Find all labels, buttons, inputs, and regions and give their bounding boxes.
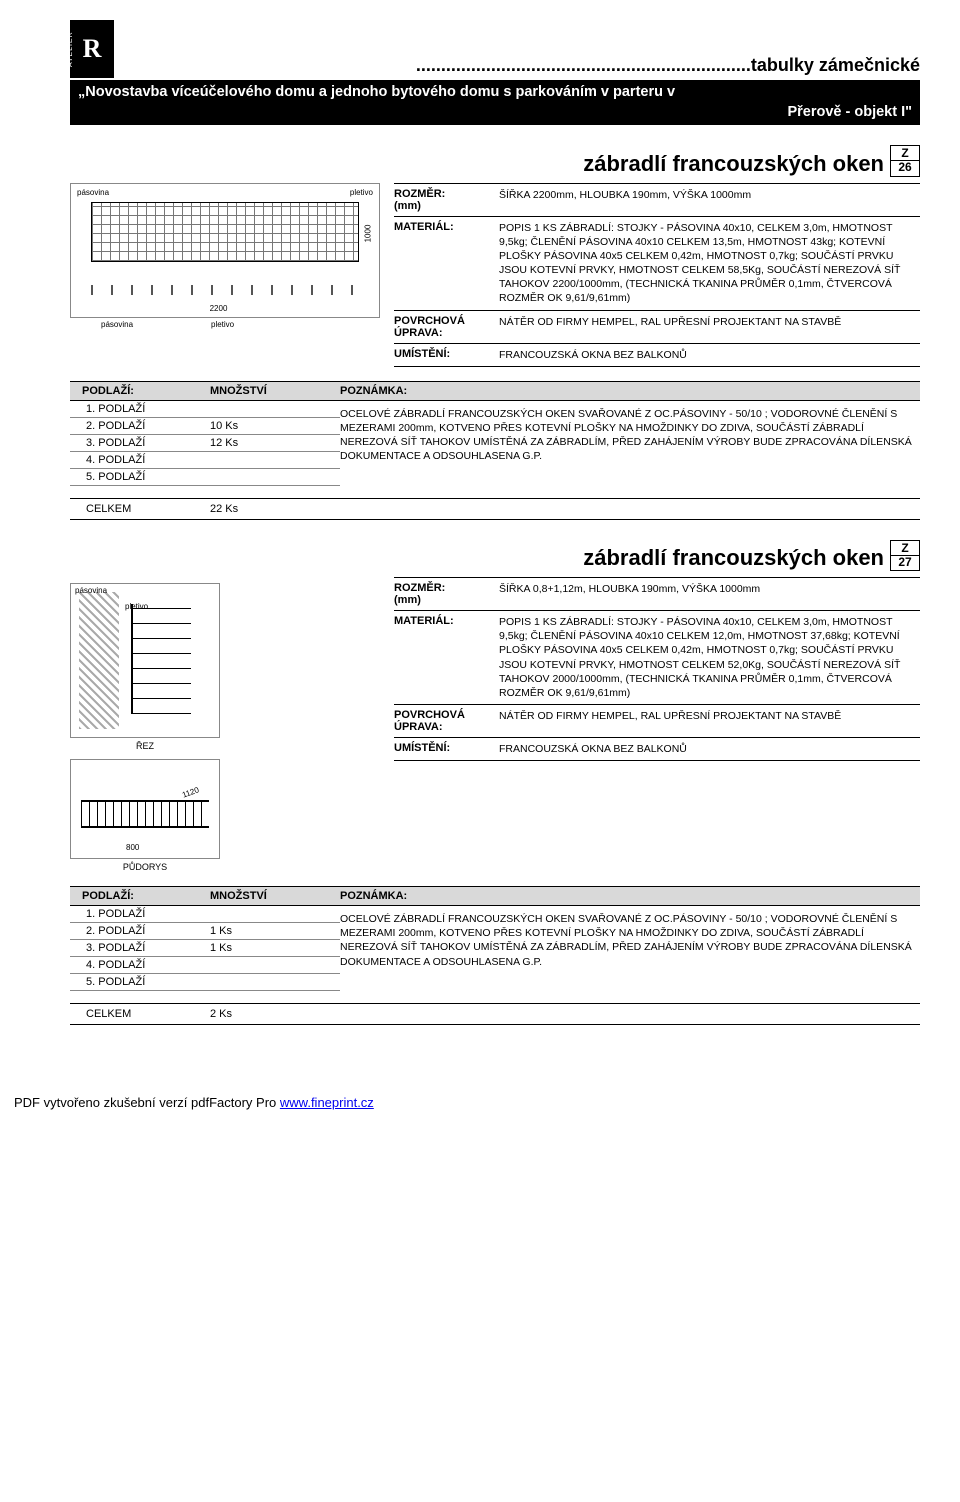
cell-floor: 5. PODLAŽÍ xyxy=(70,471,210,483)
total-label: CELKEM xyxy=(70,1008,210,1020)
table-row: 3. PODLAŽÍ12 Ks xyxy=(70,435,340,452)
value-material: POPIS 1 KS ZÁBRADLÍ: STOJKY - PÁSOVINA 4… xyxy=(499,221,920,306)
th-qty: MNOŽSTVÍ xyxy=(210,890,340,902)
footer-link[interactable]: www.fineprint.cz xyxy=(280,1095,374,1110)
value-povrch: NÁTĚR OD FIRMY HEMPEL, RAL UPŘESNÍ PROJE… xyxy=(499,315,920,329)
drawing-column: pásovina pletivo 1000 2200 pásovina plet… xyxy=(70,183,380,367)
project-title-bar: „Novostavba víceúčelového domu a jednoho… xyxy=(70,80,920,125)
total-qty: 22 Ks xyxy=(210,503,340,515)
item-title: zábradlí francouzských oken xyxy=(583,151,884,177)
note-text: OCELOVÉ ZÁBRADLÍ FRANCOUZSKÝCH OKEN SVAŘ… xyxy=(340,401,920,486)
plan-drawing: 800 1120 xyxy=(70,759,220,859)
th-floor: PODLAŽÍ: xyxy=(70,890,210,902)
cell-floor: 1. PODLAŽÍ xyxy=(70,403,210,415)
section-drawing: pásovina pletivo xyxy=(70,583,220,738)
project-line2: Přerově - objekt I" xyxy=(78,103,912,123)
label-pudorys: PŮDORYS xyxy=(70,862,220,872)
table-row: 3. PODLAŽÍ1 Ks xyxy=(70,940,340,957)
elevation-drawing: pásovina pletivo 1000 2200 pásovina plet… xyxy=(70,183,380,318)
spec-column: ROZMĚR:(mm) ŠÍŘKA 0,8+1,12m, HLOUBKA 190… xyxy=(394,577,920,872)
cell-qty: 1 Ks xyxy=(210,942,340,954)
item-badge: Z 26 xyxy=(890,145,920,176)
label-rozmer: ROZMĚR:(mm) xyxy=(394,582,499,606)
table-row: 4. PODLAŽÍ xyxy=(70,957,340,974)
label-umisteni: UMÍSTĚNÍ: xyxy=(394,348,499,360)
value-material: POPIS 1 KS ZÁBRADLÍ: STOJKY - PÁSOVINA 4… xyxy=(499,615,920,700)
table-row: 1. PODLAŽÍ xyxy=(70,401,340,418)
cell-floor: 4. PODLAŽÍ xyxy=(70,454,210,466)
table-row: 5. PODLAŽÍ xyxy=(70,469,340,486)
label-umisteni: UMÍSTĚNÍ: xyxy=(394,742,499,754)
th-note: POZNÁMKA: xyxy=(340,890,920,902)
value-rozmer: ŠÍŘKA 2200mm, HLOUBKA 190mm, VÝŠKA 1000m… xyxy=(499,188,920,202)
th-floor: PODLAŽÍ: xyxy=(70,385,210,397)
cell-floor: 4. PODLAŽÍ xyxy=(70,959,210,971)
label-povrch: POVRCHOVÁ ÚPRAVA: xyxy=(394,709,499,733)
cell-qty xyxy=(210,959,340,971)
table-row: 2. PODLAŽÍ10 Ks xyxy=(70,418,340,435)
project-line1: „Novostavba víceúčelového domu a jednoho… xyxy=(78,84,675,100)
item-title: zábradlí francouzských oken xyxy=(583,545,884,571)
table-row: 1. PODLAŽÍ xyxy=(70,906,340,923)
label-povrch: POVRCHOVÁ ÚPRAVA: xyxy=(394,315,499,339)
footer-text: PDF vytvořeno zkušební verzí pdfFactory … xyxy=(14,1095,280,1110)
label-material: MATERIÁL: xyxy=(394,615,499,627)
item-26: zábradlí francouzských oken Z 26 pásovin… xyxy=(70,145,920,520)
cell-qty xyxy=(210,976,340,988)
cell-qty: 10 Ks xyxy=(210,420,340,432)
cell-floor: 3. PODLAŽÍ xyxy=(70,942,210,954)
value-umisteni: FRANCOUZSKÁ OKNA BEZ BALKONŮ xyxy=(499,742,920,756)
table-row: 4. PODLAŽÍ xyxy=(70,452,340,469)
cell-qty: 12 Ks xyxy=(210,437,340,449)
label-rez: ŘEZ xyxy=(70,741,220,751)
table-row: 2. PODLAŽÍ1 Ks xyxy=(70,923,340,940)
cell-qty xyxy=(210,908,340,920)
floor-rows-26: 1. PODLAŽÍ2. PODLAŽÍ10 Ks3. PODLAŽÍ12 Ks… xyxy=(70,401,340,486)
header-top: ATELIER R ..............................… xyxy=(70,20,920,78)
item-27: zábradlí francouzských oken Z 27 pásovin… xyxy=(70,540,920,1025)
cell-qty xyxy=(210,403,340,415)
pdf-footer: PDF vytvořeno zkušební verzí pdfFactory … xyxy=(0,1095,960,1120)
total-label: CELKEM xyxy=(70,503,210,515)
th-note: POZNÁMKA: xyxy=(340,385,920,397)
cell-floor: 2. PODLAŽÍ xyxy=(70,925,210,937)
drawing-column: pásovina pletivo ŘEZ 800 1120 PŮDORYS xyxy=(70,577,380,872)
value-umisteni: FRANCOUZSKÁ OKNA BEZ BALKONŮ xyxy=(499,348,920,362)
value-povrch: NÁTĚR OD FIRMY HEMPEL, RAL UPŘESNÍ PROJE… xyxy=(499,709,920,723)
item-badge: Z 27 xyxy=(890,540,920,571)
value-rozmer: ŠÍŘKA 0,8+1,12m, HLOUBKA 190mm, VÝŠKA 10… xyxy=(499,582,920,596)
page-title-dots: ........................................… xyxy=(124,55,920,78)
cell-floor: 3. PODLAŽÍ xyxy=(70,437,210,449)
floor-rows-27: 1. PODLAŽÍ2. PODLAŽÍ1 Ks3. PODLAŽÍ1 Ks4.… xyxy=(70,906,340,991)
logo-side-text: ATELIER xyxy=(67,22,89,76)
floor-table: PODLAŽÍ: MNOŽSTVÍ POZNÁMKA: 1. PODLAŽÍ 2.… xyxy=(70,886,920,1025)
label-rozmer: ROZMĚR:(mm) xyxy=(394,188,499,212)
cell-floor: 2. PODLAŽÍ xyxy=(70,420,210,432)
cell-floor: 5. PODLAŽÍ xyxy=(70,976,210,988)
spec-column: ROZMĚR:(mm) ŠÍŘKA 2200mm, HLOUBKA 190mm,… xyxy=(394,183,920,367)
cell-qty xyxy=(210,454,340,466)
note-text: OCELOVÉ ZÁBRADLÍ FRANCOUZSKÝCH OKEN SVAŘ… xyxy=(340,906,920,991)
label-material: MATERIÁL: xyxy=(394,221,499,233)
cell-floor: 1. PODLAŽÍ xyxy=(70,908,210,920)
table-row: 5. PODLAŽÍ xyxy=(70,974,340,991)
th-qty: MNOŽSTVÍ xyxy=(210,385,340,397)
logo: ATELIER R xyxy=(70,20,114,78)
floor-table: PODLAŽÍ: MNOŽSTVÍ POZNÁMKA: 1. PODLAŽÍ 2.… xyxy=(70,381,920,520)
cell-qty xyxy=(210,471,340,483)
total-qty: 2 Ks xyxy=(210,1008,340,1020)
cell-qty: 1 Ks xyxy=(210,925,340,937)
